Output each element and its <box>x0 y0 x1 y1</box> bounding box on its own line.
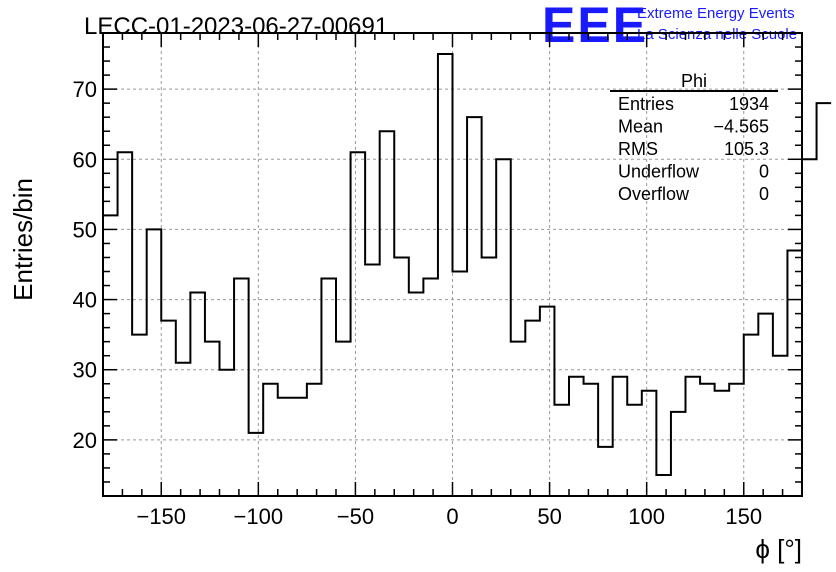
stats-box: Phi Entries 1934 Mean −4.565 RMS 105.3 Underfl… <box>610 71 778 204</box>
y-tick-label: 40 <box>73 288 97 313</box>
stats-row-label: Entries <box>618 94 674 114</box>
stats-row-value: 0 <box>759 162 769 182</box>
x-tick-label: 50 <box>537 504 561 529</box>
x-axis-label: ϕ [°] <box>755 534 802 564</box>
eee-logo-line2: La Scienza nelle Scuole <box>637 26 797 43</box>
stats-row-label: RMS <box>618 139 658 159</box>
x-tick-label: 0 <box>446 504 458 529</box>
x-tick-label: −50 <box>337 504 374 529</box>
y-tick-label: 30 <box>73 358 97 383</box>
y-axis-label: Entries/bin <box>8 178 38 301</box>
y-tick-label: 20 <box>73 428 97 453</box>
stats-row-value: −4.565 <box>713 117 769 137</box>
eee-logo: EEE Extreme Energy Events La Scienza nel… <box>542 0 797 53</box>
axis-tick-labels: −150 −100 −50 0 50 100 150 20 30 40 50 60 70 <box>73 77 763 529</box>
stats-row-label: Underflow <box>618 162 700 182</box>
stats-box-title: Phi <box>681 71 707 91</box>
y-tick-label: 60 <box>73 147 97 172</box>
y-tick-label: 70 <box>73 77 97 102</box>
stats-box-rows: Entries 1934 Mean −4.565 RMS 105.3 Underflow 0 O… <box>618 94 769 204</box>
x-tick-label: −150 <box>136 504 186 529</box>
stats-row-label: Overflow <box>618 184 690 204</box>
eee-logo-mark: EEE <box>542 0 648 53</box>
axis-ticks <box>102 32 803 496</box>
x-tick-label: 150 <box>725 504 762 529</box>
stats-row-label: Mean <box>618 117 663 137</box>
x-tick-label: 100 <box>628 504 665 529</box>
y-tick-label: 50 <box>73 217 97 242</box>
chart-title: LECC-01-2023-06-27-00691 <box>84 13 388 40</box>
x-tick-label: −100 <box>234 504 284 529</box>
grid <box>103 33 802 496</box>
histogram-series <box>103 53 832 476</box>
stats-row-value: 105.3 <box>724 139 769 159</box>
stats-row-value: 1934 <box>729 94 769 114</box>
eee-logo-line1: Extreme Energy Events <box>637 5 795 22</box>
stats-row-value: 0 <box>759 184 769 204</box>
